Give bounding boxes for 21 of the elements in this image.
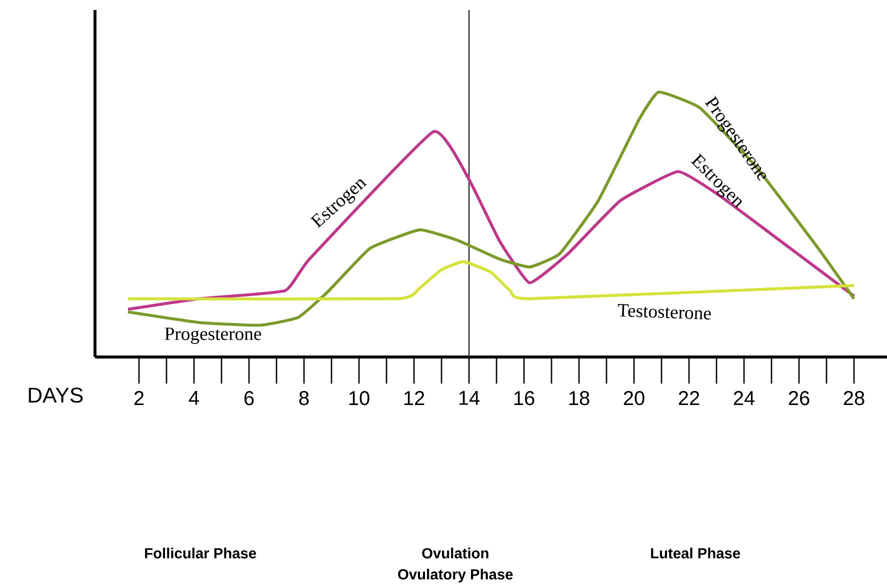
text: Luteal Phase	[651, 548, 740, 558]
x-tick-label: 20	[624, 391, 644, 406]
x-tick-label: 26	[788, 391, 810, 406]
text: Ovulatory Phase	[398, 568, 513, 582]
text: Follicular Phase	[145, 548, 256, 558]
x-tick-label: 18	[569, 391, 590, 406]
x-tick-label: 4	[188, 391, 199, 405]
annotation: Progesterone	[164, 328, 262, 344]
annotation: Testosterone	[618, 304, 711, 320]
x-tick-label: 22	[678, 391, 700, 406]
x-axis-title: DAYS	[28, 388, 83, 403]
x-tick-label: 10	[349, 391, 370, 406]
x-tick-label: 8	[299, 391, 309, 406]
text: Ovulation	[422, 548, 488, 558]
x-tick-label: 24	[734, 391, 755, 406]
x-tick-label: 28	[844, 391, 864, 406]
x-tick-label: 14	[459, 391, 480, 405]
x-tick-label: 2	[134, 391, 144, 406]
x-tick-label: 12	[404, 391, 424, 406]
x-tick-label: 16	[514, 391, 534, 406]
x-tick-label: 6	[244, 391, 254, 406]
